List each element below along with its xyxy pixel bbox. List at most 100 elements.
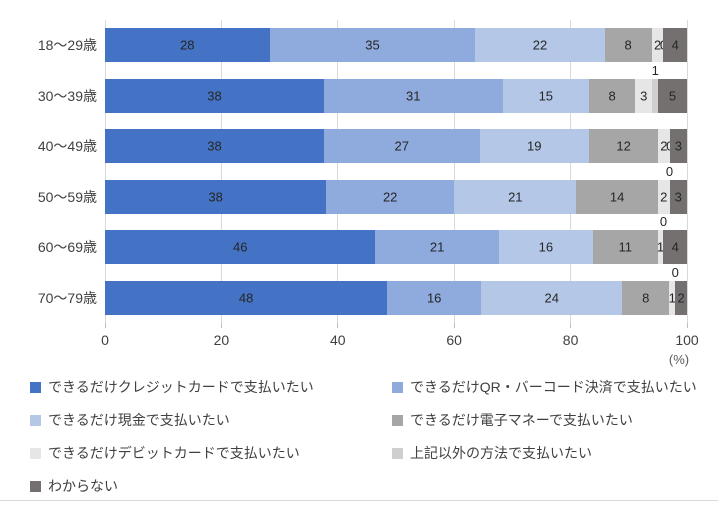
value-label-dont-know: 3 — [674, 138, 682, 154]
legend-item-credit-card: できるだけクレジットカードで支払いたい — [30, 380, 392, 413]
bar-segment-qr-barcode: 21 — [375, 230, 499, 265]
legend-label-credit-card: できるだけクレジットカードで支払いたい — [48, 379, 314, 395]
value-label-credit-card: 48 — [238, 290, 254, 306]
bar-segment-credit-card: 48 — [105, 280, 388, 315]
bar-segment-qr-barcode: 31 — [323, 78, 503, 113]
value-label-debit-card: 3 — [640, 88, 648, 104]
value-label-other-method: 0 — [665, 163, 674, 179]
legend-label-cash: できるだけ現金で支払いたい — [48, 412, 230, 428]
legend-label-other-method: 上記以外の方法で支払いたい — [410, 445, 592, 461]
bar-segment-credit-card: 46 — [105, 230, 376, 265]
bar-segment-e-money: 11 — [592, 230, 658, 265]
value-label-cash: 22 — [532, 37, 548, 53]
bar-segment-cash: 15 — [502, 78, 590, 113]
x-tick-label: 40 — [330, 332, 346, 348]
value-label-debit-card: 2 — [660, 138, 668, 154]
value-label-credit-card: 38 — [207, 88, 222, 104]
bar-segment-e-money: 8 — [622, 280, 670, 315]
value-label-e-money: 8 — [608, 88, 616, 104]
bar-segment-credit-card: 38 — [105, 129, 324, 164]
value-label-e-money: 12 — [616, 138, 631, 154]
value-label-e-money: 8 — [624, 37, 632, 53]
legend-item-e-money: できるだけ電子マネーで支払いたい — [392, 413, 697, 446]
legend-swatch-cash — [30, 415, 41, 426]
legend-item-other-method: 上記以外の方法で支払いたい — [392, 446, 697, 479]
bar-segment-cash: 22 — [475, 28, 605, 63]
value-label-dont-know: 2 — [677, 290, 685, 306]
bar-segment-credit-card: 38 — [105, 179, 327, 214]
value-label-other-method: 0 — [671, 264, 679, 280]
bar-row: 46 21 16 11 1 0 4 — [105, 214, 687, 265]
bar-segment-debit-card: 2 — [658, 129, 670, 164]
category-label: 50〜59歳 — [37, 188, 97, 205]
bar-row: 38 31 15 8 3 1 5 — [105, 63, 687, 113]
bar-segment-debit-card: 1 — [668, 280, 676, 315]
legend-swatch-debit-card — [30, 448, 41, 459]
legend-label-debit-card: できるだけデビットカードで支払いたい — [48, 445, 300, 461]
value-label-cash: 16 — [538, 239, 554, 255]
value-label-other-method: 0 — [659, 214, 668, 230]
axis-tick — [453, 323, 455, 328]
bar-row: 2835228204 — [105, 28, 687, 63]
legend-label-dont-know: わからない — [48, 478, 118, 494]
value-label-e-money: 14 — [609, 189, 625, 205]
value-label-debit-card: 1 — [668, 290, 676, 306]
value-label-debit-card: 2 — [653, 37, 662, 53]
value-label-cash: 21 — [508, 189, 523, 205]
bar-segment-debit-card: 1 — [656, 230, 665, 265]
bar-segment-credit-card: 28 — [105, 28, 270, 63]
axis-tick — [220, 323, 222, 328]
legend-label-e-money: できるだけ電子マネーで支払いたい — [410, 412, 633, 428]
bar-segment-e-money: 14 — [576, 179, 658, 214]
value-label-debit-card: 2 — [660, 189, 668, 205]
bar-segment-dont-know: 3 — [669, 129, 687, 164]
value-label-credit-card: 38 — [208, 189, 223, 205]
category-label: 70〜79歳 — [37, 289, 97, 306]
bar-segment-other-method: 1 — [652, 63, 659, 113]
bar-row: 38 22 21 14 2 0 3 — [105, 164, 687, 214]
value-label-credit-card: 46 — [232, 239, 248, 255]
legend-item-cash: できるだけ現金で支払いたい — [30, 413, 392, 446]
legend-item-debit-card: できるだけデビットカードで支払いたい — [30, 446, 392, 479]
value-label-qr-barcode: 22 — [382, 189, 398, 205]
bar-segment-credit-card: 38 — [105, 78, 324, 113]
value-label-qr-barcode: 16 — [426, 290, 442, 306]
category-label: 30〜39歳 — [37, 87, 97, 104]
gridline — [570, 20, 572, 323]
bar-row: 38271912203 — [105, 129, 687, 164]
value-label-debit-card: 1 — [656, 239, 665, 255]
value-label-cash: 24 — [544, 290, 559, 306]
legend: できるだけクレジットカードで支払いたい できるだけQR・バーコード決済で支払いたい… — [30, 380, 697, 512]
bar-segment-dont-know: 5 — [658, 78, 687, 113]
value-label-qr-barcode: 31 — [406, 88, 421, 104]
value-label-dont-know: 4 — [671, 239, 679, 255]
x-tick-label: 100 — [675, 332, 699, 348]
legend-item-dont-know: わからない — [30, 479, 392, 512]
value-label-e-money: 11 — [618, 239, 633, 255]
bar-segment-dont-know: 3 — [669, 179, 687, 214]
legend-swatch-qr-barcode — [392, 382, 403, 393]
value-label-e-money: 8 — [642, 290, 650, 306]
bar-segment-dont-know: 4 — [663, 28, 687, 63]
bar-segment-dont-know: 4 — [663, 230, 687, 265]
x-tick-label: 20 — [213, 332, 230, 348]
value-label-cash: 15 — [538, 88, 554, 104]
gridline — [337, 20, 339, 323]
gridline — [104, 20, 106, 323]
value-label-qr-barcode: 35 — [365, 37, 380, 53]
plot-area: 2835228204383115831538271912203382221142… — [104, 20, 688, 328]
bar-segment-qr-barcode: 16 — [387, 280, 482, 315]
value-label-qr-barcode: 27 — [394, 138, 409, 154]
value-label-qr-barcode: 21 — [429, 239, 445, 255]
bar-segment-e-money: 8 — [604, 28, 652, 63]
value-label-dont-know: 4 — [671, 37, 679, 53]
value-label-cash: 19 — [527, 138, 542, 154]
axis-tick — [570, 323, 572, 328]
bar-row: 48 16 24 8 1 0 2 — [105, 265, 687, 315]
x-axis-unit-label: (%) — [668, 352, 690, 367]
legend-swatch-other-method — [392, 448, 403, 459]
x-tick-label: 60 — [446, 332, 462, 348]
bar-segment-qr-barcode: 27 — [323, 129, 480, 164]
gridline — [453, 20, 455, 323]
